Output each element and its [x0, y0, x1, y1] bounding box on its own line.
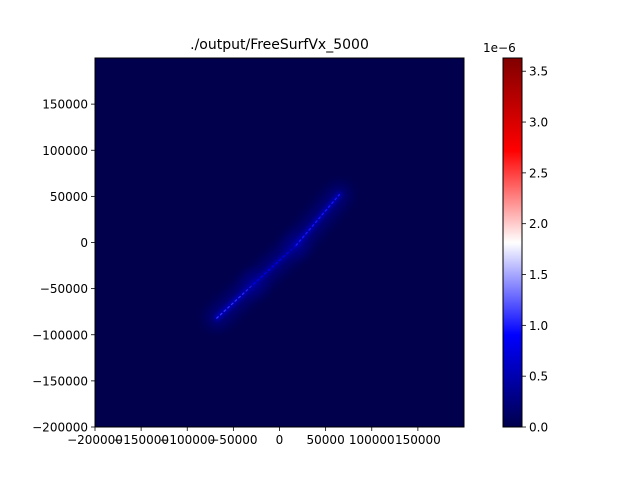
colorbar-tick-label: 3.5 [529, 65, 548, 79]
colorbar-tick-label: 2.0 [529, 217, 548, 231]
colorbar [502, 57, 523, 428]
y-tick-label: −150000 [32, 374, 88, 388]
x-tick-label: 0 [276, 433, 284, 447]
x-tick-label: 50000 [307, 433, 345, 447]
colorbar-tick-label: 0.5 [529, 370, 548, 384]
y-tick-label: −200000 [32, 421, 88, 435]
y-tick-label: 0 [80, 236, 88, 250]
colorbar-axis: 0.0 0.5 1.0 1.5 2.0 2.5 3.0 3.5 [522, 65, 548, 435]
y-tick-label: −100000 [32, 328, 88, 342]
chart-title: ./output/FreeSurfVx_5000 [190, 37, 369, 53]
y-tick-label: 50000 [50, 190, 88, 204]
x-tick-label: −50000 [209, 433, 257, 447]
x-axis: −200000−150000−100000−50000 0 50000 100000 1… [67, 427, 441, 447]
x-tick-label: −150000 [113, 433, 169, 447]
x-tick-label: −200000 [67, 433, 123, 447]
colorbar-tick-label: 0.0 [529, 421, 548, 435]
y-tick-label: 100000 [42, 144, 88, 158]
colorbar-tick-label: 3.0 [529, 116, 548, 130]
y-axis: −200000 −150000 −100000 −50000 0 50000 100000 1… [32, 98, 95, 435]
feature-core-1 [253, 244, 297, 285]
heatmap-features [205, 183, 351, 330]
plot-background [95, 58, 464, 427]
y-tick-label: −50000 [40, 282, 88, 296]
y-tick-label: 150000 [42, 98, 88, 112]
x-tick-label: −100000 [159, 433, 215, 447]
colorbar-tick-label: 1.5 [529, 268, 548, 282]
colorbar-tick-label: 1.0 [529, 319, 548, 333]
feature-core-2 [295, 193, 341, 246]
colorbar-offset-text: 1e−6 [483, 41, 516, 55]
x-tick-label: 100000 [349, 433, 395, 447]
x-tick-label: 150000 [395, 433, 441, 447]
colorbar-tick-label: 2.5 [529, 166, 548, 180]
